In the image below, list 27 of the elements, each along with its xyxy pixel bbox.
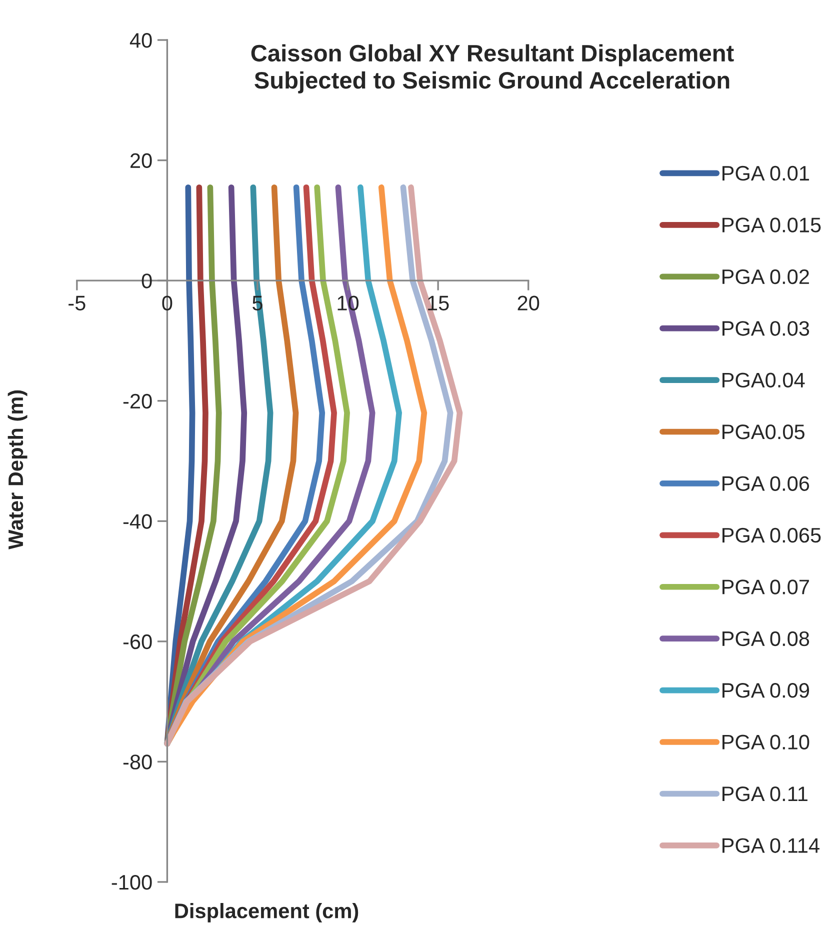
y-axis-title: Water Depth (m) bbox=[8, 390, 28, 550]
legend-label: PGA0.05 bbox=[722, 424, 804, 440]
legend-label: PGA 0.07 bbox=[722, 580, 809, 594]
legend-label: PGA0.04 bbox=[722, 372, 805, 388]
y-tick-label: -20 bbox=[123, 394, 152, 409]
legend-label: PGA 0.11 bbox=[722, 786, 808, 802]
legend-label: PGA 0.02 bbox=[722, 269, 809, 284]
y-tick-label: -100 bbox=[112, 874, 152, 890]
legend-label: PGA 0.065 bbox=[722, 528, 821, 543]
y-tick-label: 20 bbox=[130, 153, 152, 168]
legend-label: PGA 0.114 bbox=[722, 838, 820, 853]
x-tick-label: -5 bbox=[68, 296, 86, 310]
legend-label: PGA 0.03 bbox=[722, 321, 810, 336]
text: Caisson Global XY Resultant Displacement Subjected to Seismic Ground Acceleration bbox=[251, 44, 734, 94]
y-tick-label: -60 bbox=[123, 634, 152, 650]
y-tick-label: -80 bbox=[123, 754, 152, 770]
legend-label: PGA 0.01 bbox=[722, 166, 809, 181]
x-axis-title: Displacement (cm) bbox=[175, 903, 358, 922]
legend-label: PGA 0.08 bbox=[722, 631, 810, 646]
legend-label: PGA 0.10 bbox=[722, 734, 810, 750]
y-tick-label: -40 bbox=[123, 514, 152, 529]
x-tick-label: 20 bbox=[518, 296, 540, 310]
x-tick-label: 15 bbox=[428, 296, 449, 310]
legend-label: PGA 0.06 bbox=[722, 476, 810, 491]
legend-label: PGA 0.09 bbox=[722, 683, 809, 698]
y-tick-label: 40 bbox=[130, 33, 152, 48]
legend-label: PGA 0.015 bbox=[722, 218, 821, 232]
